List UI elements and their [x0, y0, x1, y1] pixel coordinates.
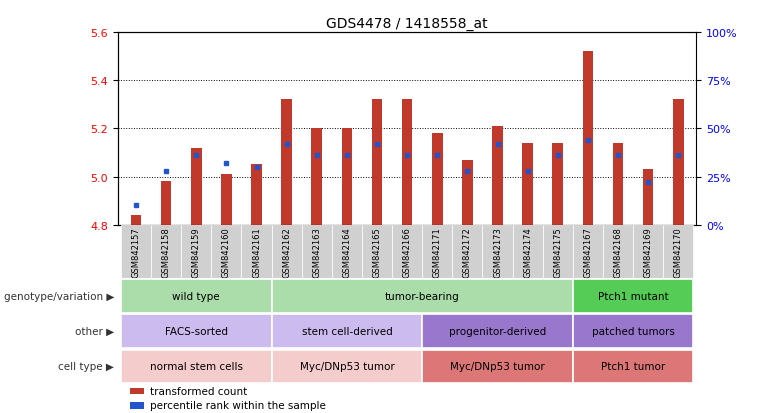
Bar — [121, 350, 272, 383]
Text: GSM842172: GSM842172 — [463, 227, 472, 277]
Bar — [462, 160, 473, 225]
Text: wild type: wild type — [173, 291, 220, 301]
Bar — [221, 175, 231, 225]
Text: GSM842171: GSM842171 — [433, 227, 441, 277]
Bar — [121, 225, 151, 279]
Bar — [272, 225, 301, 279]
Text: normal stem cells: normal stem cells — [150, 361, 243, 372]
Bar — [272, 350, 422, 383]
Bar — [301, 225, 332, 279]
Bar — [181, 225, 212, 279]
Text: Ptch1 tumor: Ptch1 tumor — [601, 361, 665, 372]
Bar — [573, 350, 693, 383]
Text: genotype/variation ▶: genotype/variation ▶ — [4, 291, 114, 301]
Bar — [422, 350, 573, 383]
Bar — [663, 225, 693, 279]
Text: GSM842163: GSM842163 — [312, 227, 321, 278]
Bar — [583, 52, 593, 225]
Text: GSM842175: GSM842175 — [553, 227, 562, 277]
Bar — [422, 315, 573, 348]
Bar — [422, 225, 452, 279]
Bar — [482, 225, 513, 279]
Bar — [392, 225, 422, 279]
Text: GSM842167: GSM842167 — [584, 227, 592, 278]
Bar — [311, 129, 322, 225]
Bar — [613, 143, 623, 225]
Text: GSM842173: GSM842173 — [493, 227, 502, 278]
Bar — [362, 225, 392, 279]
Bar — [161, 182, 171, 225]
Bar — [251, 165, 262, 225]
Text: GSM842168: GSM842168 — [613, 227, 622, 278]
Text: GSM842165: GSM842165 — [373, 227, 381, 277]
Text: GSM842157: GSM842157 — [132, 227, 141, 277]
Bar — [272, 315, 422, 348]
Bar — [492, 127, 503, 225]
Text: progenitor-derived: progenitor-derived — [449, 326, 546, 337]
Text: Myc/DNp53 tumor: Myc/DNp53 tumor — [300, 361, 394, 372]
Bar — [402, 100, 412, 225]
Bar — [573, 315, 693, 348]
Bar — [342, 129, 352, 225]
Bar — [272, 280, 573, 313]
Text: patched tumors: patched tumors — [591, 326, 674, 337]
Bar — [282, 100, 292, 225]
Text: GSM842159: GSM842159 — [192, 227, 201, 277]
Bar — [131, 216, 142, 225]
Text: other ▶: other ▶ — [75, 326, 114, 337]
Bar — [552, 143, 563, 225]
Bar — [452, 225, 482, 279]
Bar — [513, 225, 543, 279]
Title: GDS4478 / 1418558_at: GDS4478 / 1418558_at — [326, 17, 488, 31]
Bar — [573, 225, 603, 279]
Text: GSM842170: GSM842170 — [673, 227, 683, 277]
Bar — [212, 225, 241, 279]
Bar — [643, 170, 654, 225]
Bar — [332, 225, 362, 279]
Bar — [543, 225, 573, 279]
Text: Myc/DNp53 tumor: Myc/DNp53 tumor — [450, 361, 545, 372]
Text: tumor-bearing: tumor-bearing — [385, 291, 460, 301]
Bar — [129, 402, 144, 409]
Bar — [191, 148, 202, 225]
Text: GSM842160: GSM842160 — [222, 227, 231, 277]
Text: percentile rank within the sample: percentile rank within the sample — [150, 401, 326, 411]
Text: GSM842158: GSM842158 — [161, 227, 170, 277]
Text: Ptch1 mutant: Ptch1 mutant — [597, 291, 668, 301]
Text: stem cell-derived: stem cell-derived — [301, 326, 392, 337]
Text: GSM842166: GSM842166 — [403, 227, 412, 278]
Bar — [151, 225, 181, 279]
Bar — [522, 143, 533, 225]
Bar — [371, 100, 382, 225]
Text: GSM842161: GSM842161 — [252, 227, 261, 277]
Bar — [603, 225, 633, 279]
Bar — [673, 100, 683, 225]
Bar — [121, 315, 272, 348]
Text: GSM842162: GSM842162 — [282, 227, 291, 277]
Bar — [633, 225, 663, 279]
Text: GSM842169: GSM842169 — [644, 227, 653, 277]
Text: GSM842174: GSM842174 — [523, 227, 532, 277]
Text: cell type ▶: cell type ▶ — [59, 361, 114, 372]
Bar — [129, 388, 144, 394]
Bar — [573, 280, 693, 313]
Bar — [121, 280, 272, 313]
Text: transformed count: transformed count — [150, 386, 247, 396]
Text: FACS-sorted: FACS-sorted — [165, 326, 228, 337]
Bar — [432, 134, 443, 225]
Text: GSM842164: GSM842164 — [342, 227, 352, 277]
Bar — [241, 225, 272, 279]
